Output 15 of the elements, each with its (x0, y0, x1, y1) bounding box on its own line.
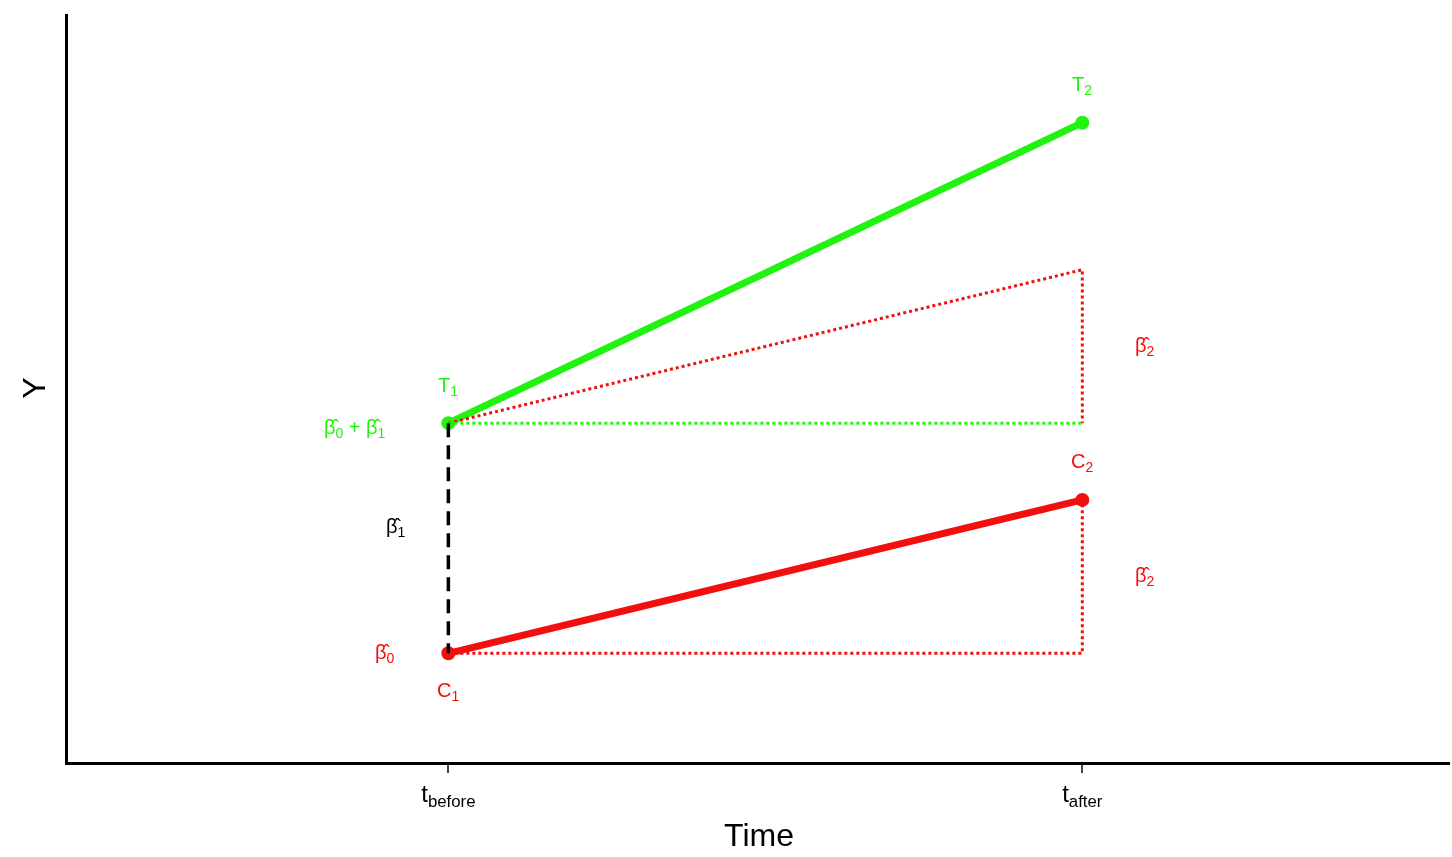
point (1075, 492, 1090, 507)
y-axis-title: Y (16, 377, 53, 399)
annotation: β̂$_{2}$ (1135, 564, 1155, 590)
annotation: β̂$_{1}$ (386, 515, 406, 541)
annotation: T$_{2}$ (1072, 73, 1093, 99)
annotation: T$_{1}$ (438, 374, 459, 400)
annotation: β̂$_{2}$ (1135, 334, 1155, 360)
x-tick-label: t$_{before}$ (421, 779, 476, 811)
point (1075, 115, 1090, 130)
annotation: β̂$_{0}$ + β̂$_{1}$ (324, 416, 386, 442)
annotation: C$_{1}$ (437, 679, 460, 705)
annotation: β̂$_{0}$ (375, 641, 395, 667)
annotation: C$_{2}$ (1071, 450, 1094, 476)
x-tick-label: t$_{after}$ (1062, 779, 1103, 811)
x-axis-title: Time (724, 816, 794, 853)
